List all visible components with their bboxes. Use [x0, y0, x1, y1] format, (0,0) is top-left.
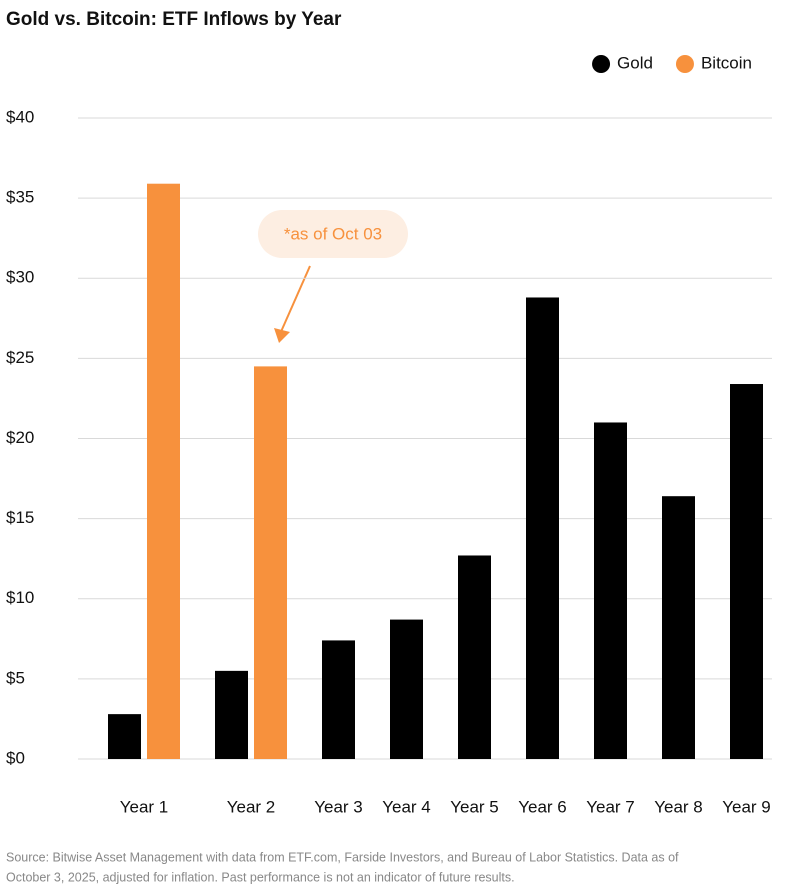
- legend-swatch: [592, 55, 611, 73]
- y-tick-label: $25: [6, 348, 34, 367]
- bar: [108, 714, 141, 759]
- annotation-arrow: [279, 265, 311, 335]
- x-tick-label: Year 6: [518, 797, 567, 816]
- bar: [322, 640, 355, 759]
- x-tick-label: Year 9: [722, 797, 771, 816]
- x-tick-label: Year 1: [120, 797, 169, 816]
- source-line: October 3, 2025, adjusted for inflation.…: [6, 870, 515, 884]
- legend-swatch: [675, 55, 694, 73]
- annotation-pill: [258, 210, 408, 258]
- bar: [390, 619, 423, 759]
- bar: [526, 297, 559, 759]
- y-tick-label: $35: [6, 188, 34, 207]
- bar: [215, 670, 248, 759]
- bar: [147, 183, 180, 759]
- legend-label: Gold: [617, 53, 653, 72]
- x-tick-label: Year 4: [382, 797, 431, 816]
- bar: [730, 384, 763, 759]
- x-tick-label: Year 7: [586, 797, 635, 816]
- y-tick-label: $0: [6, 748, 25, 767]
- annotation-arrowhead: [274, 328, 290, 343]
- x-tick-label: Year 2: [227, 797, 276, 816]
- y-tick-label: $20: [6, 428, 34, 447]
- bar: [254, 366, 287, 759]
- annotation: *as of Oct 03: [284, 224, 382, 243]
- y-tick-label: $10: [6, 588, 34, 607]
- bar: [458, 555, 491, 759]
- legend-label: Bitcoin: [701, 53, 752, 72]
- y-tick-label: $5: [6, 668, 25, 687]
- source-line: Source: Bitwise Asset Management with da…: [6, 850, 679, 864]
- y-tick-label: $40: [6, 107, 34, 126]
- y-tick-label: $30: [6, 268, 34, 287]
- bar: [594, 422, 627, 759]
- x-tick-label: Year 3: [314, 797, 363, 816]
- x-tick-label: Year 5: [450, 797, 499, 816]
- chart-title: Gold vs. Bitcoin: ETF Inflows by Year: [6, 9, 342, 30]
- x-tick-label: Year 8: [654, 797, 703, 816]
- bar: [662, 496, 695, 759]
- y-tick-label: $15: [6, 508, 34, 527]
